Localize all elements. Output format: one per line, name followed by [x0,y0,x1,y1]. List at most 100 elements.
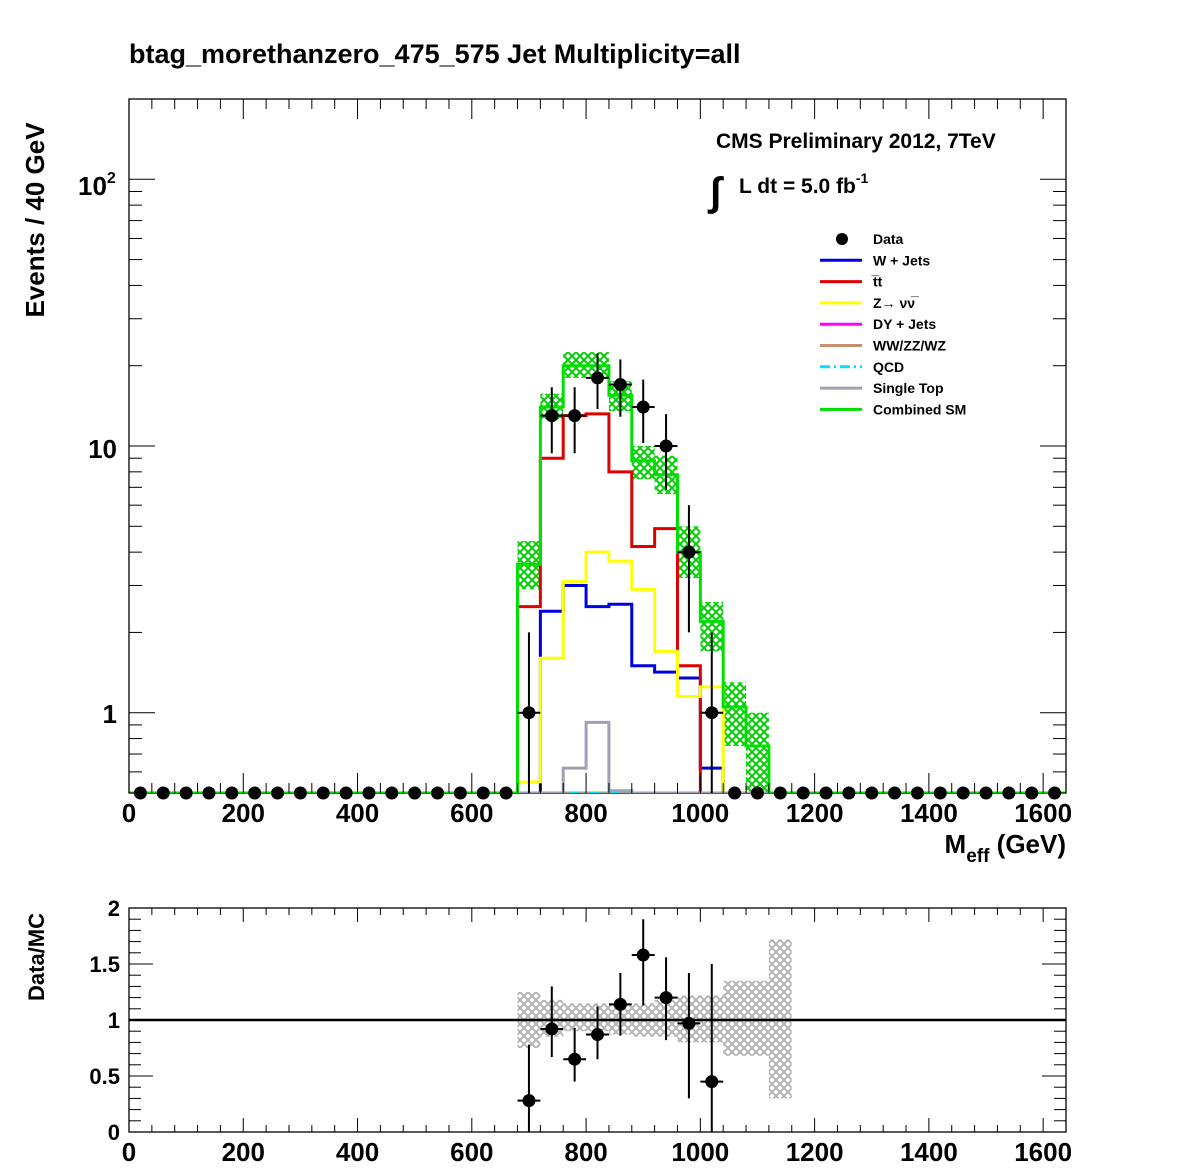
data-point [956,786,970,800]
data-point [385,786,399,800]
x-axis-title: Meff (GeV) [945,829,1066,867]
data-point [453,786,467,800]
x-tick-label: 1200 [786,798,844,828]
data-point [750,786,764,800]
ratio-point [568,1052,582,1066]
legend-label: Single Top [873,380,944,396]
data-point [1002,786,1016,800]
legend-marker [836,233,848,245]
legend-label: W + Jets [873,252,930,268]
ratio-point [636,948,650,962]
legend-entry: Single Top [820,380,944,396]
ratio-x-tick-label: 1000 [671,1137,729,1167]
data-point [316,786,330,800]
legend-entry: QCD [820,359,904,375]
legend-label: t̅t [870,274,882,290]
data-point [476,786,490,800]
data-point [888,786,902,800]
ratio-y-tick-label: 1.5 [89,952,120,977]
data-point [796,786,810,800]
x-tick-label: 200 [222,798,265,828]
data-point [408,786,422,800]
data-point [682,545,696,559]
data-point [659,439,673,453]
ratio-point [682,1016,696,1030]
chart-title: btag_morethanzero_475_575 Jet Multiplici… [129,39,740,69]
legend-label: Z→ νν̅ [873,295,919,311]
legend-entry: Combined SM [820,401,966,417]
data-point [339,786,353,800]
ratio-x-tick-label: 1400 [900,1137,958,1167]
data-point [293,786,307,800]
ratio-point [545,1022,559,1036]
legend-entry: t̅t [820,274,883,290]
data-point [522,706,536,720]
ratio-x-tick-label: 400 [336,1137,379,1167]
ratio-x-tick-label: 0 [122,1137,136,1167]
data-point [431,786,445,800]
data-point [499,786,513,800]
data-point [910,786,924,800]
ratio-point [591,1028,604,1042]
ratio-y-tick-label: 0.5 [89,1064,120,1089]
x-tick-label: 600 [450,798,493,828]
legend-entry: Z→ νν̅ [820,295,919,311]
data-point [362,786,376,800]
legend-label: DY + Jets [873,316,936,332]
x-tick-label: 1400 [900,798,958,828]
ratio-point [522,1094,536,1108]
x-tick-label: 1000 [671,798,729,828]
band-bin [631,446,655,480]
data-point [179,786,193,800]
series-line [129,720,1066,793]
series-line [129,550,1066,793]
data-point [545,409,559,423]
data-point [979,786,993,800]
legend-label: WW/ZZ/WZ [873,338,947,354]
y-tick-label-1: 1 [103,699,117,729]
ratio-x-tick-label: 1200 [786,1137,844,1167]
series-line [129,583,1066,793]
ratio-y-tick-label: 1 [108,1008,120,1033]
band-bin [723,682,747,747]
y-tick-label-10: 10 [88,434,117,464]
y-tick-label-100-exp: 2 [107,170,116,187]
ratio-x-tick-label: 1600 [1014,1137,1072,1167]
data-point [248,786,262,800]
main-plot-frame [128,98,1067,794]
luminosity-annotation: L dt = 5.0 fb-1 [739,170,869,198]
ratio-points [517,919,724,1132]
ratio-y-axis-title: Data/MC [24,913,49,1001]
legend-entry: DY + Jets [820,316,936,332]
data-point [591,371,604,385]
legend-label: Combined SM [873,401,966,417]
ratio-x-tick-label: 800 [564,1137,607,1167]
data-point [202,786,216,800]
data-point [1025,786,1039,800]
data-point [613,378,627,392]
main-axes: 0 200 400 600 800 1000 1200 1400 1600 [122,98,1072,828]
data-point [842,786,856,800]
ratio-y-tick-label: 2 [108,896,120,921]
y-tick-label-100: 102 [78,170,116,201]
data-point [636,400,650,414]
legend-label: QCD [873,359,904,375]
legend-entry: WW/ZZ/WZ [820,338,947,354]
x-tick-label: 1600 [1014,798,1072,828]
data-point [225,786,239,800]
data-points [133,353,1062,800]
data-point [568,409,582,423]
legend-entry: W + Jets [820,252,930,268]
data-point [933,786,947,800]
legend-label: Data [873,231,904,247]
ratio-x-tick-label: 600 [450,1137,493,1167]
data-point [728,786,742,800]
main-plot: 0 200 400 600 800 1000 1200 1400 1600 102 10 1 E… [20,98,1072,867]
series-line [129,412,1066,793]
data-point [156,786,170,800]
ratio-y-tick-label: 0 [108,1120,120,1145]
ratio-band-bin [723,980,747,1056]
y-axis-title: Events / 40 GeV [20,122,50,318]
ratio-x-tick-label: 200 [222,1137,265,1167]
